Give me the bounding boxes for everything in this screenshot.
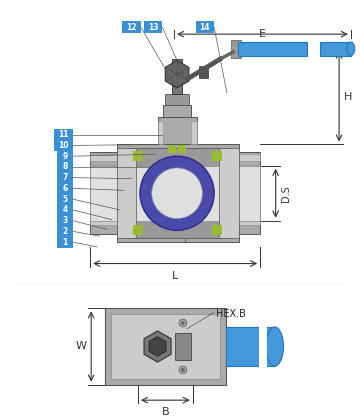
Circle shape <box>179 366 187 374</box>
FancyBboxPatch shape <box>57 172 73 183</box>
Text: E: E <box>259 29 266 39</box>
Polygon shape <box>90 219 117 226</box>
Polygon shape <box>124 148 231 238</box>
Polygon shape <box>133 151 143 161</box>
FancyBboxPatch shape <box>144 21 162 33</box>
Polygon shape <box>90 165 117 172</box>
Polygon shape <box>168 146 176 153</box>
Polygon shape <box>90 186 117 193</box>
Polygon shape <box>165 60 189 88</box>
Polygon shape <box>226 327 275 366</box>
Polygon shape <box>259 326 267 367</box>
Polygon shape <box>111 314 220 379</box>
Circle shape <box>179 319 187 327</box>
Text: 4: 4 <box>62 205 67 214</box>
Polygon shape <box>239 154 260 161</box>
Polygon shape <box>239 208 260 215</box>
Text: 11: 11 <box>58 130 69 139</box>
Polygon shape <box>239 176 260 183</box>
FancyBboxPatch shape <box>54 129 73 141</box>
Polygon shape <box>158 121 163 144</box>
Polygon shape <box>90 208 117 215</box>
Polygon shape <box>239 152 260 234</box>
Polygon shape <box>117 148 136 238</box>
FancyBboxPatch shape <box>57 183 73 194</box>
Text: L: L <box>172 271 178 281</box>
FancyBboxPatch shape <box>54 140 73 151</box>
Text: 13: 13 <box>148 23 158 32</box>
Polygon shape <box>158 117 197 144</box>
Ellipse shape <box>152 168 202 219</box>
Polygon shape <box>90 154 117 161</box>
FancyBboxPatch shape <box>57 150 73 162</box>
Polygon shape <box>90 166 260 221</box>
Polygon shape <box>308 41 319 57</box>
Polygon shape <box>90 197 117 204</box>
Polygon shape <box>191 121 197 144</box>
Text: B: B <box>162 407 169 417</box>
Polygon shape <box>239 186 260 193</box>
Polygon shape <box>239 197 260 204</box>
Polygon shape <box>133 226 143 235</box>
Polygon shape <box>239 219 260 226</box>
Polygon shape <box>185 144 239 242</box>
FancyBboxPatch shape <box>57 215 73 226</box>
Circle shape <box>181 368 185 372</box>
Polygon shape <box>163 106 191 117</box>
Text: 1: 1 <box>62 238 67 246</box>
Polygon shape <box>90 152 117 234</box>
Ellipse shape <box>347 42 355 55</box>
Text: 5: 5 <box>62 195 67 203</box>
Text: 7: 7 <box>62 173 68 182</box>
Text: 6: 6 <box>62 184 67 193</box>
Text: H: H <box>344 92 352 102</box>
Text: 3: 3 <box>62 216 67 225</box>
Polygon shape <box>149 337 166 356</box>
Polygon shape <box>178 146 186 153</box>
FancyBboxPatch shape <box>57 236 73 248</box>
FancyBboxPatch shape <box>57 193 73 205</box>
Polygon shape <box>175 333 191 360</box>
Polygon shape <box>172 58 182 94</box>
Polygon shape <box>212 151 222 161</box>
Text: W: W <box>75 342 86 352</box>
Polygon shape <box>239 165 260 172</box>
Polygon shape <box>199 66 208 78</box>
Polygon shape <box>231 40 240 58</box>
Text: D.S: D.S <box>280 185 291 202</box>
Polygon shape <box>105 309 226 384</box>
Text: HEX.B: HEX.B <box>216 309 246 319</box>
Text: 9: 9 <box>62 152 67 161</box>
Polygon shape <box>219 148 239 238</box>
Ellipse shape <box>140 156 214 230</box>
Ellipse shape <box>266 327 283 366</box>
Polygon shape <box>320 42 351 55</box>
Text: 2: 2 <box>62 227 67 236</box>
Text: 12: 12 <box>126 23 137 32</box>
Polygon shape <box>90 176 117 183</box>
Polygon shape <box>144 331 171 362</box>
FancyBboxPatch shape <box>57 161 73 173</box>
Text: 8: 8 <box>62 162 68 171</box>
FancyBboxPatch shape <box>195 21 214 33</box>
Polygon shape <box>238 42 307 55</box>
Circle shape <box>181 321 185 325</box>
Polygon shape <box>165 94 189 106</box>
FancyBboxPatch shape <box>57 226 73 237</box>
Polygon shape <box>212 226 222 235</box>
Polygon shape <box>117 144 185 242</box>
FancyBboxPatch shape <box>57 204 73 216</box>
Text: 10: 10 <box>58 141 69 150</box>
Text: 14: 14 <box>200 23 210 32</box>
FancyBboxPatch shape <box>122 21 141 33</box>
